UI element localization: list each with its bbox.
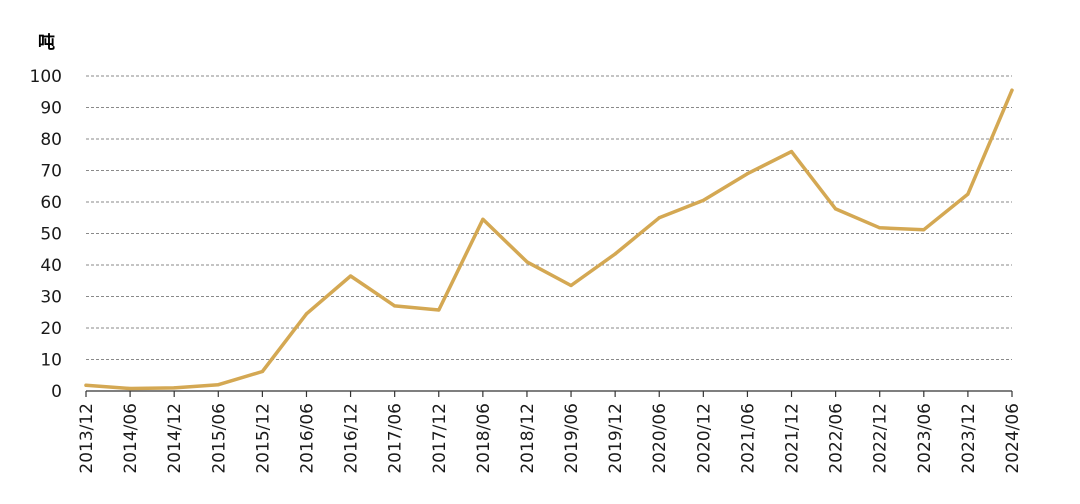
x-tick-label-2018/12: 2018/12	[518, 403, 538, 474]
x-tick-label-2016/12: 2016/12	[342, 403, 362, 474]
data-point-2023/12	[966, 192, 970, 196]
data-point-2017/12	[437, 308, 441, 312]
y-tick-label-30: 30	[40, 288, 62, 308]
data-point-2015/12	[260, 369, 264, 374]
x-tick-label-2023/06: 2023/06	[915, 403, 935, 474]
x-tick-label-2017/12: 2017/12	[430, 403, 450, 474]
y-axis-unit-label: 吨	[38, 32, 55, 53]
data-point-2022/06	[834, 207, 838, 211]
data-point-2022/12	[878, 226, 882, 230]
data-point-2023/06	[922, 228, 926, 232]
data-point-2013/12	[84, 383, 88, 387]
x-tick-label-2014/06: 2014/06	[121, 403, 141, 474]
gridlines	[86, 75, 1012, 360]
x-tick-label-2022/06: 2022/06	[827, 403, 847, 474]
data-point-2021/06	[745, 172, 750, 176]
data-point-2019/06	[569, 283, 573, 288]
x-tick-label-2021/12: 2021/12	[783, 403, 803, 474]
x-tick-label-2021/06: 2021/06	[738, 403, 758, 474]
y-tick-label-80: 80	[40, 130, 62, 150]
data-point-2014/06	[128, 386, 132, 391]
x-tick-label-2015/12: 2015/12	[253, 403, 273, 474]
x-tick-label-2016/06: 2016/06	[297, 403, 317, 474]
y-tick-label-20: 20	[40, 319, 62, 339]
y-axis-tick-labels: 0 10 20 30 40 50 60 70 80 90 100	[30, 67, 62, 402]
x-tick-label-2018/06: 2018/06	[474, 403, 494, 474]
x-tick-label-2013/12: 2013/12	[77, 403, 97, 474]
data-point-2024/06	[1010, 88, 1014, 92]
data-point-2019/12	[613, 252, 617, 256]
data-point-2020/12	[701, 198, 705, 203]
x-tick-label-2019/12: 2019/12	[606, 403, 626, 474]
y-tick-label-70: 70	[40, 162, 62, 182]
x-tick-label-2015/06: 2015/06	[209, 403, 229, 474]
data-point-2020/06	[657, 216, 661, 220]
x-tick-label-2020/12: 2020/12	[694, 403, 714, 474]
y-tick-label-60: 60	[40, 193, 62, 213]
data-point-2018/06	[481, 217, 485, 221]
data-point-2016/12	[348, 274, 353, 278]
data-point-2014/12	[172, 386, 176, 390]
y-tick-label-40: 40	[40, 256, 62, 276]
x-tick-label-2017/06: 2017/06	[386, 403, 406, 474]
data-point-2015/06	[216, 383, 220, 387]
x-axis	[85, 390, 1013, 397]
x-tick-label-2024/06: 2024/06	[1003, 403, 1023, 474]
data-point-2016/06	[304, 312, 309, 316]
y-tick-label-100: 100	[30, 67, 62, 87]
x-tick-label-2023/12: 2023/12	[959, 403, 979, 474]
data-point-2021/12	[789, 150, 794, 154]
x-tick-label-2019/06: 2019/06	[562, 403, 582, 474]
x-tick-label-2020/06: 2020/06	[650, 403, 670, 474]
x-axis-tick-labels: 2013/12 2014/06 2014/12 2015/06 2015/12 2016/…	[77, 403, 1023, 474]
y-tick-label-10: 10	[40, 351, 62, 371]
x-tick-label-2022/12: 2022/12	[871, 403, 891, 474]
series-layer	[84, 88, 1014, 391]
data-point-2017/06	[393, 304, 397, 308]
y-tick-label-0: 0	[51, 382, 62, 402]
data-point-2018/12	[525, 260, 529, 264]
series-line-0	[84, 88, 1014, 391]
y-tick-label-50: 50	[40, 225, 62, 245]
y-tick-label-90: 90	[40, 99, 62, 119]
x-tick-label-2014/12: 2014/12	[165, 403, 185, 474]
